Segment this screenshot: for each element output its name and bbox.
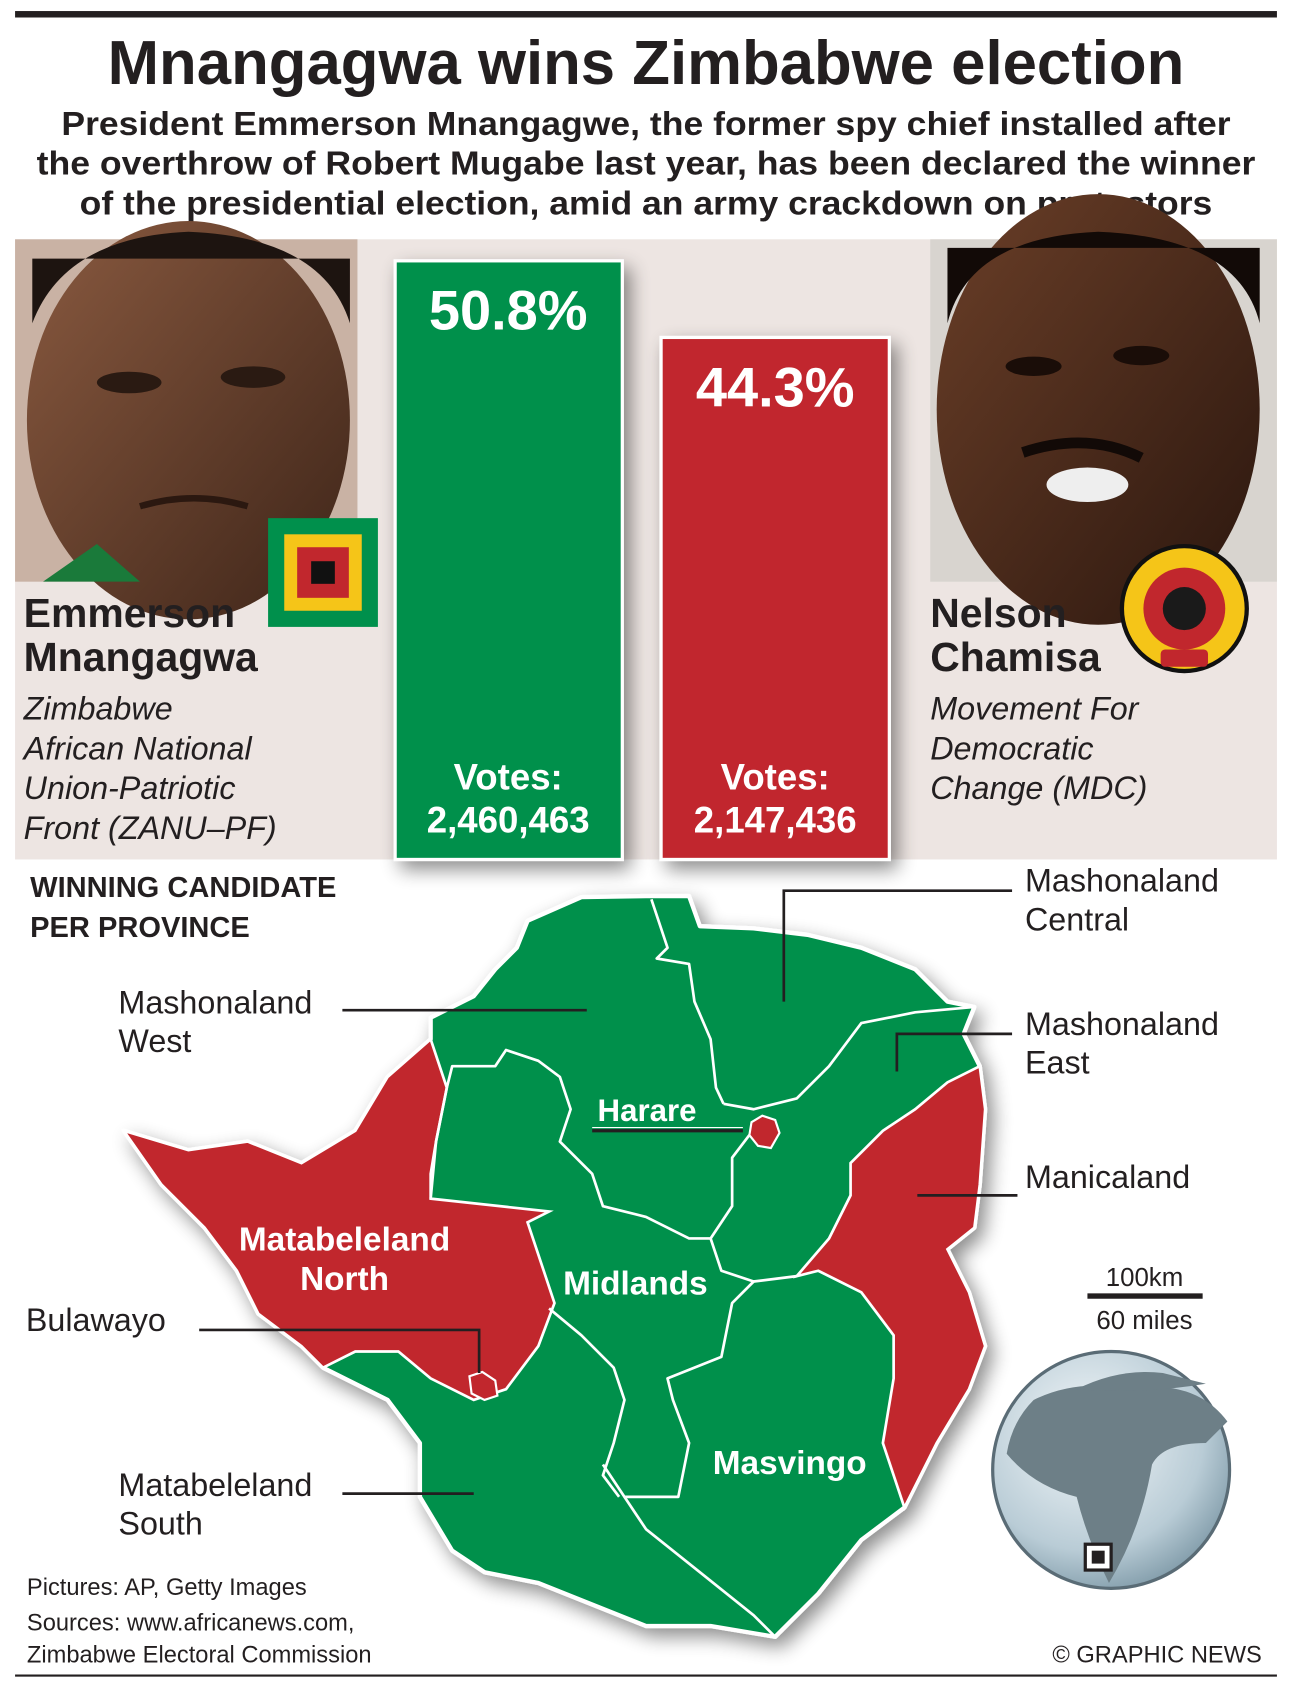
bar-chamisa [659, 335, 891, 862]
party-1-line-4: Front (ZANU–PF) [24, 810, 277, 846]
border-midlands-mat-south [548, 1307, 626, 1498]
map-heading-2: per Province [30, 912, 250, 944]
party-1-line-3: Union-Patriotic [24, 770, 236, 806]
label-bulawayo: Bulawayo [26, 1302, 166, 1338]
province-harare [748, 1114, 781, 1150]
label-mashonaland-west: Mashonaland [118, 984, 312, 1020]
province-matabeleland-north [120, 1036, 556, 1402]
leader-mashonaland-central [782, 889, 1013, 1002]
border-midlands-east [601, 1238, 756, 1499]
bar-mnangagwa [393, 259, 624, 862]
border-masvingo-mat-south [623, 1496, 777, 1638]
scale-km: 100km [1106, 1264, 1184, 1292]
border-masvingo-mash-east [753, 1274, 797, 1283]
label-mashonaland-east-2: East [1025, 1045, 1090, 1081]
scale-bar: 100km 60 miles [1087, 1264, 1203, 1335]
party-2-line-1: Movement For [930, 690, 1139, 726]
votes-label-mnangagwa: Votes: [454, 756, 563, 797]
label-mashonaland-east: Mashonaland [1025, 1006, 1219, 1042]
label-mashonaland-central-2: Central [1025, 902, 1129, 938]
scale-miles: 60 miles [1096, 1307, 1192, 1335]
border-mash-west-central [650, 898, 725, 1105]
candidate-name-1: Emmerson [24, 590, 235, 636]
mdc-logo [1119, 543, 1249, 674]
candidate-name-2b: Chamisa [930, 634, 1102, 680]
label-matabeleland-south-2: South [118, 1506, 202, 1542]
party-2-line-3: Change (MDC) [930, 770, 1147, 806]
label-midlands: Midlands [563, 1265, 708, 1302]
percent-mnangagwa: 50.8% [429, 279, 588, 342]
leader-mashonaland-east [895, 1032, 1013, 1072]
label-mashonaland-west-2: West [118, 1023, 191, 1059]
leader-bulawayo [199, 1328, 481, 1374]
label-masvingo: Masvingo [713, 1445, 867, 1482]
credit-sources-1: Sources: www.africanews.com, [27, 1610, 355, 1636]
border-mash-west-midlands [429, 1048, 751, 1240]
top-rule [15, 11, 1277, 18]
subtitle-line-1: President Emmerson Mnangagwe, the former… [61, 106, 1230, 143]
label-matabeleland-north: Matabeleland [239, 1221, 450, 1258]
label-matabeleland-north-2: North [300, 1261, 389, 1298]
subtitle-line-2: the overthrow of Robert Mugabe last year… [37, 146, 1256, 183]
zimbabwe-map [120, 893, 988, 1639]
party-1-line-1: Zimbabwe [23, 690, 173, 726]
credit-sources-2: Zimbabwe Electoral Commission [27, 1643, 372, 1669]
chamisa-photo [930, 194, 1277, 625]
zanu-pf-flag-logo [268, 518, 378, 627]
label-mashonaland-central: Mashonaland [1025, 863, 1219, 899]
province-manicaland [792, 1064, 987, 1512]
bottom-rule [15, 1674, 1277, 1677]
map-heading-1: Winning Candidate [30, 872, 336, 904]
label-manicaland: Manicaland [1025, 1159, 1190, 1195]
subtitle-line-3: of the presidential election, amid an ar… [80, 186, 1213, 223]
label-matabeleland-south: Matabeleland [118, 1467, 312, 1503]
votes-label-chamisa: Votes: [721, 756, 830, 797]
vote-bars: 50.8% 44.3% Votes: 2,460,463 Votes: 2,14… [393, 259, 891, 862]
border-mash-central-east [723, 1005, 975, 1111]
globe-locator-icon [991, 1349, 1232, 1590]
party-2-line-2: Democratic [930, 730, 1093, 766]
votes-mnangagwa: 2,460,463 [427, 800, 590, 841]
votes-chamisa: 2,147,436 [694, 800, 857, 841]
label-harare: Harare [598, 1093, 697, 1128]
party-1-line-2: African National [22, 730, 253, 766]
candidate-name-1b: Mnangagwa [24, 634, 259, 680]
province-bulawayo [468, 1370, 499, 1402]
candidate-name-2: Nelson [930, 590, 1066, 636]
credit-pictures: Pictures: AP, Getty Images [27, 1575, 307, 1601]
copyright: © GRAPHIC NEWS [1052, 1643, 1261, 1669]
page-title: Mnangagwa wins Zimbabwe election [108, 28, 1185, 98]
percent-chamisa: 44.3% [696, 355, 855, 418]
